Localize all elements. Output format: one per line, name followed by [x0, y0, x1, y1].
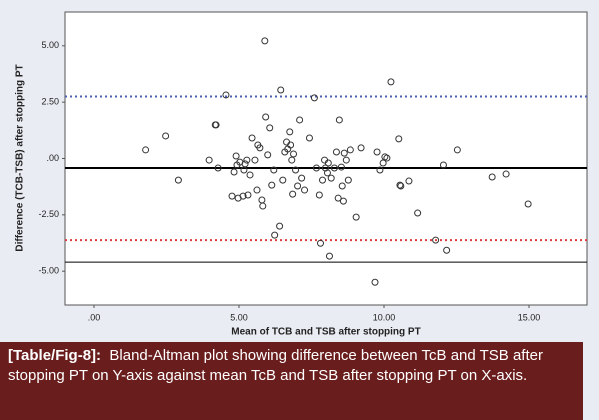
point — [244, 191, 252, 199]
y-axis-title: Difference (TCB-TSB) after stopping PT — [15, 64, 26, 251]
point — [305, 134, 313, 142]
point — [312, 164, 320, 172]
point — [371, 278, 379, 286]
point — [335, 116, 343, 124]
point — [232, 152, 240, 160]
point — [379, 159, 387, 167]
point — [259, 202, 267, 210]
point — [222, 91, 230, 99]
point — [387, 78, 395, 86]
point — [301, 186, 309, 194]
point — [315, 191, 323, 199]
point — [142, 146, 150, 154]
caption: [Table/Fig-8]: Bland-Altman plot showing… — [0, 342, 583, 420]
point — [228, 192, 236, 200]
point — [256, 144, 264, 152]
y-tick-label: .00 — [46, 153, 59, 163]
point — [239, 192, 247, 200]
point — [310, 94, 318, 102]
point — [373, 148, 381, 156]
x-tick-label: 5.00 — [230, 312, 248, 322]
point — [524, 200, 532, 208]
y-tick-label: -5.00 — [38, 266, 59, 276]
point — [323, 169, 331, 177]
x-tick-label: 10.00 — [373, 312, 396, 322]
point — [279, 176, 287, 184]
plot-area — [64, 11, 588, 306]
point — [261, 37, 269, 45]
point — [432, 236, 440, 244]
point — [271, 231, 279, 239]
point — [376, 166, 384, 174]
point — [246, 171, 254, 179]
point — [502, 170, 510, 178]
point — [243, 156, 251, 164]
point — [405, 177, 413, 185]
point — [397, 182, 405, 190]
point — [162, 132, 170, 140]
point — [338, 182, 346, 190]
point — [212, 121, 220, 129]
point — [288, 156, 296, 164]
point — [383, 154, 391, 162]
point — [294, 182, 302, 190]
point — [174, 176, 182, 184]
point — [241, 160, 249, 168]
x-axis-title: Mean of TCB and TSB after stopping PT — [231, 327, 420, 338]
point — [205, 156, 213, 164]
point — [344, 176, 352, 184]
point — [332, 148, 340, 156]
point — [286, 128, 294, 136]
point — [268, 181, 276, 189]
point — [488, 173, 496, 181]
x-tick-label: 15.00 — [518, 312, 541, 322]
point — [270, 166, 278, 174]
point — [276, 222, 284, 230]
point — [330, 164, 338, 172]
point — [324, 159, 332, 167]
point — [214, 164, 222, 172]
point — [289, 190, 297, 198]
point — [334, 194, 342, 202]
point — [342, 156, 350, 164]
point — [325, 252, 333, 260]
point — [396, 181, 404, 189]
y-tick-label: 5.00 — [41, 40, 59, 50]
y-tick-label: 2.50 — [41, 97, 59, 107]
y-tick-label: -2.50 — [38, 209, 59, 219]
point — [292, 166, 300, 174]
point — [253, 186, 261, 194]
point — [251, 156, 259, 164]
point — [439, 161, 447, 169]
caption-label: [Table/Fig-8]: — [8, 347, 102, 364]
point — [319, 176, 327, 184]
point — [262, 113, 270, 121]
point — [414, 209, 422, 217]
point — [298, 174, 306, 182]
point — [443, 246, 451, 254]
chart: Mean of TCB and TSB after stopping PT Di… — [15, 11, 588, 338]
x-tick-label: .00 — [88, 312, 101, 322]
point — [453, 146, 461, 154]
point — [327, 174, 335, 182]
point — [290, 150, 298, 158]
point — [287, 141, 295, 149]
point — [264, 151, 272, 159]
point — [230, 168, 238, 176]
point — [248, 134, 256, 142]
point — [339, 197, 347, 205]
point — [352, 213, 360, 221]
point — [357, 144, 365, 152]
point — [266, 124, 274, 132]
point — [316, 239, 324, 247]
point — [296, 116, 304, 124]
caption-text: Bland-Altman plot showing difference bet… — [8, 347, 543, 384]
point — [337, 163, 345, 171]
point — [277, 86, 285, 94]
point — [346, 146, 354, 154]
point — [340, 149, 348, 157]
point — [395, 135, 403, 143]
